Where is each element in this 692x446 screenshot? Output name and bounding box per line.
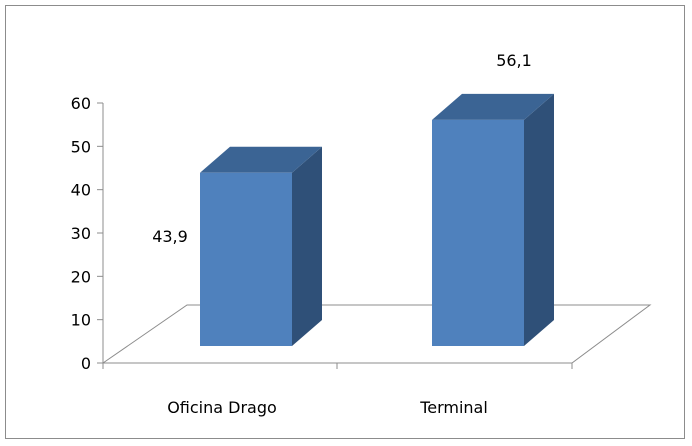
y-tick-label: 50: [71, 137, 91, 156]
bar-top: [432, 93, 554, 120]
bar-1: [200, 146, 322, 346]
bar-top: [200, 146, 322, 173]
labels-layer: 43,9 Oficina Drago 56,1 Terminal: [152, 51, 532, 417]
floor-plane: [101, 304, 652, 364]
y-tick-label: 10: [71, 311, 91, 330]
data-label: 56,1: [496, 51, 532, 70]
bar-2: [432, 93, 554, 347]
bar-front: [200, 172, 292, 346]
bar-front: [432, 119, 524, 347]
y-tick-label: 60: [71, 94, 91, 113]
y-tick-label: 40: [71, 181, 91, 200]
data-label: 43,9: [152, 227, 188, 246]
bar-side: [292, 146, 322, 346]
y-tick-label: 20: [71, 267, 91, 286]
category-label: Terminal: [419, 398, 488, 417]
bars-layer: [200, 93, 554, 347]
chart-floor: [101, 304, 652, 364]
category-label: Oficina Drago: [167, 398, 277, 417]
bar-side: [524, 93, 554, 347]
y-tick-label: 30: [71, 224, 91, 243]
y-tick-label: 0: [81, 354, 91, 373]
